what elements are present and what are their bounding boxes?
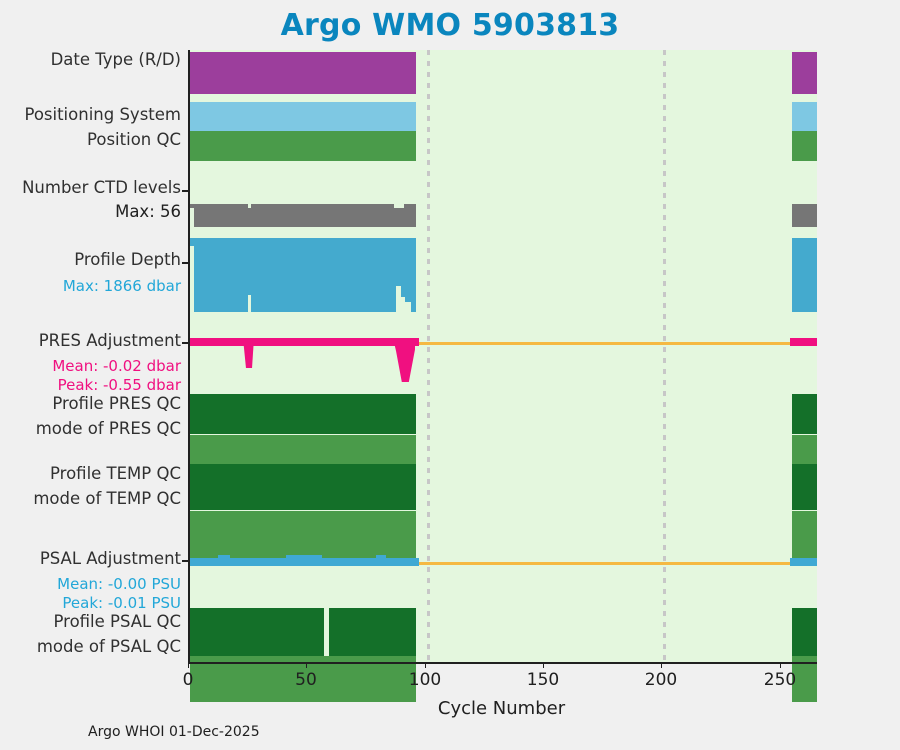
row-label-number-ctd-levels: Number CTD levels [22,178,181,197]
band-profile-temp-qc-recent [792,464,817,510]
row-label-mode-of-psal-qc: mode of PSAL QC [36,637,181,656]
axis-tick-psal-adjustment [182,560,189,562]
bar-profile-depth-dip-c91 [405,302,411,312]
axis-tick-profile-depth [182,262,189,264]
x-tick-label-200: 200 [644,670,678,690]
row-sublabel-pres-peak: Peak: -0.55 dbar [57,376,181,394]
band-positioning-system-recent [792,102,817,131]
x-tick-150 [543,662,544,668]
band-position-qc-recent [792,131,817,161]
band-profile-temp-qc-main [190,464,416,510]
band-mode-of-temp-qc-main [190,511,416,560]
bar-profile-depth-dip-c25 [248,295,251,312]
band-profile-psal-qc-main-1 [190,608,324,656]
row-label-pres-adjustment: PRES Adjustment [38,331,181,350]
reference-line-pres [416,342,817,345]
bar-profile-depth-dip-c85 [396,286,401,312]
axis-tick-pres-adjustment [182,342,189,344]
x-tick-0 [188,662,189,668]
row-label-positioning-system: Positioning System [24,105,181,124]
bar-ctd-levels-recent [792,204,817,227]
row-label-profile-depth: Profile Depth [74,250,181,269]
x-tick-label-150: 150 [526,670,560,690]
line-psal-adjustment-recent [790,558,817,566]
x-axis-label: Cycle Number [437,698,566,719]
x-tick-label-0: 0 [182,670,194,690]
band-profile-psal-qc-main-2 [329,608,416,656]
row-label-profile-temp-qc: Profile TEMP QC [50,464,181,483]
line-psal-adjustment-main [190,558,419,566]
chart-plot-area [188,50,817,702]
row-label-position-qc: Position QC [87,130,181,149]
row-label-mode-of-pres-qc: mode of PRES QC [35,419,181,438]
gridline-cycle-200 [663,50,666,662]
row-sublabel-depth-max: Max: 1866 dbar [62,277,181,295]
line-psal-ripple-c [376,555,386,559]
axis-tick-ctd-levels [182,190,189,192]
x-tick-label-100: 100 [408,670,442,690]
bar-ctd-levels-leftedge [190,208,194,227]
band-positioning-system-main [190,102,416,131]
band-profile-psal-qc-recent [792,608,817,656]
reference-line-psal [416,562,817,565]
row-label-date-type: Date Type (R/D) [50,50,181,69]
line-psal-ripple-b [286,555,322,559]
x-tick-label-50: 50 [295,670,317,690]
band-profile-pres-qc-main [190,394,416,434]
band-mode-of-temp-qc-recent [792,511,817,560]
row-sublabel-psal-mean: Mean: -0.00 PSU [57,575,181,593]
line-pres-excursion-c87 [393,338,415,382]
page-title: Argo WMO 5903813 [280,8,620,43]
x-tick-250 [780,662,781,668]
band-date-type-main [190,52,416,94]
line-psal-ripple-a [218,555,230,559]
row-sublabel-psal-peak: Peak: -0.01 PSU [62,594,181,612]
bar-ctd-levels-dip-c25 [248,204,251,208]
bar-ctd-levels-dip-c88 [394,204,404,208]
x-tick-50 [306,662,307,668]
line-pres-adjustment-recent [790,338,817,346]
row-label-profile-psal-qc: Profile PSAL QC [53,612,181,631]
band-date-type-recent [792,52,817,94]
band-position-qc-main [190,131,416,161]
bar-profile-depth-leftedge [190,246,194,312]
bar-profile-depth-dip-c88 [401,297,405,312]
line-pres-adjustment-main [190,338,419,346]
row-label-mode-of-temp-qc: mode of TEMP QC [33,489,181,508]
footer-credit: Argo WHOI 01-Dec-2025 [88,724,260,740]
bar-ctd-levels-main [190,204,416,227]
bar-profile-depth-recent [792,238,817,312]
line-pres-excursion-c25 [243,338,254,368]
x-tick-100 [425,662,426,668]
x-axis-line [188,662,817,664]
row-label-profile-pres-qc: Profile PRES QC [52,394,181,413]
bar-profile-depth-main [190,238,416,312]
gridline-cycle-100 [427,50,430,662]
x-tick-label-250: 250 [763,670,797,690]
row-sublabel-ctd-max: Max: 56 [115,202,181,221]
x-tick-200 [661,662,662,668]
row-label-psal-adjustment: PSAL Adjustment [39,549,181,568]
band-profile-pres-qc-recent [792,394,817,434]
row-sublabel-pres-mean: Mean: -0.02 dbar [52,357,181,375]
